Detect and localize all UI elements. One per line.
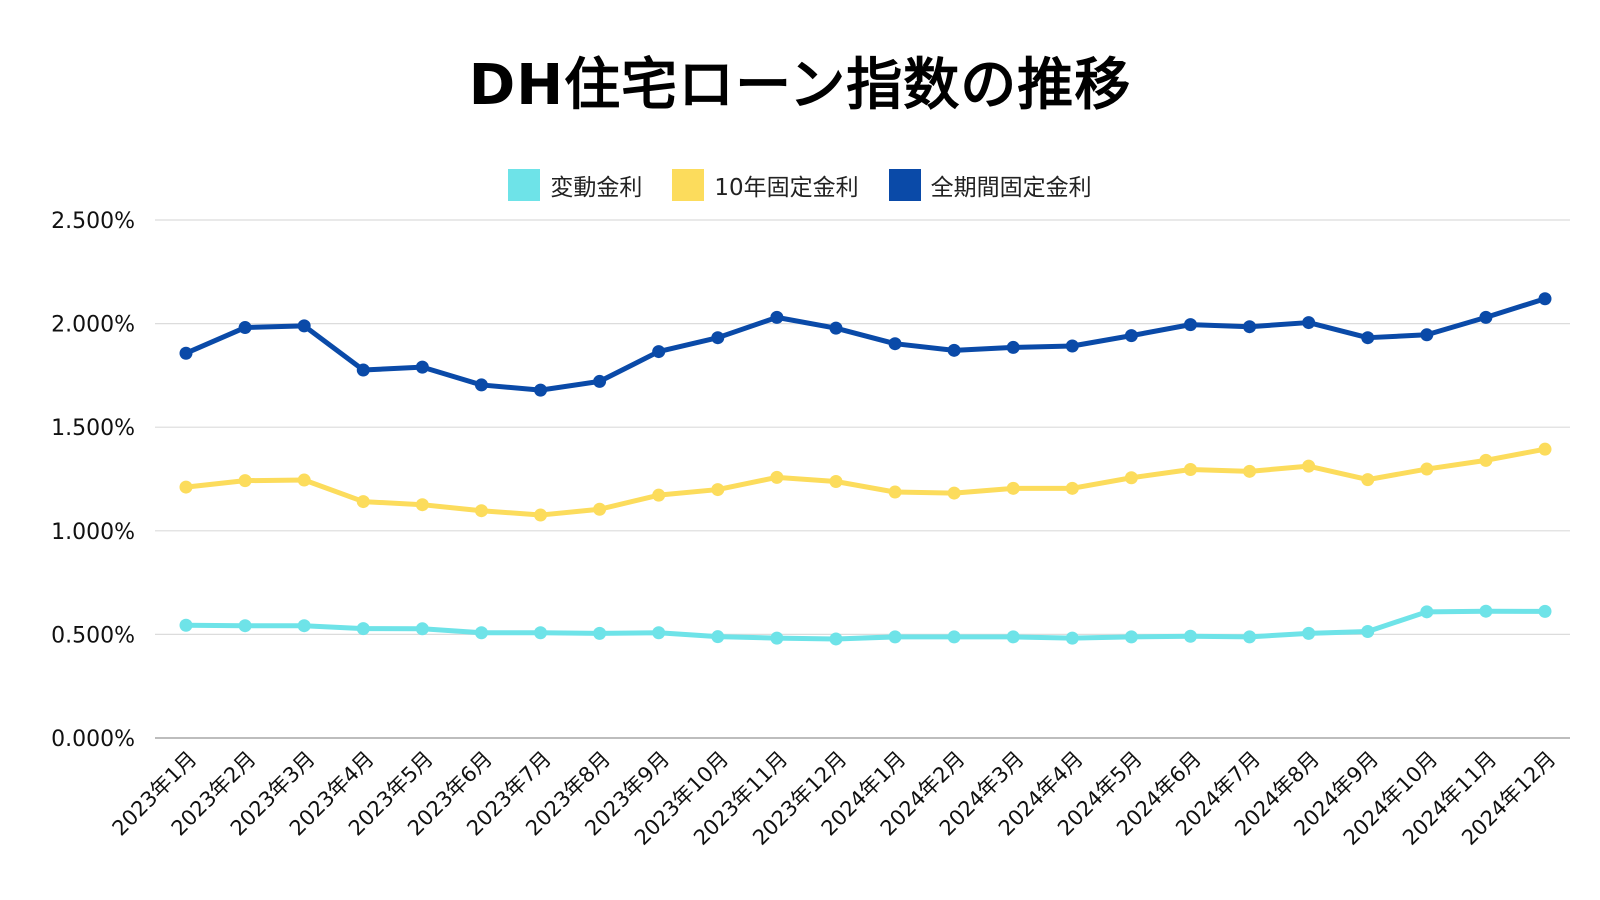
series-1-point-21[interactable] — [1420, 462, 1434, 476]
series-1-point-11[interactable] — [829, 474, 843, 488]
series-2-point-14[interactable] — [1006, 340, 1020, 354]
series-1-point-3[interactable] — [356, 495, 370, 509]
series-1-point-10[interactable] — [770, 470, 784, 484]
series-2-point-23[interactable] — [1538, 292, 1552, 306]
series-0-point-18[interactable] — [1243, 630, 1257, 644]
y-tick-label: 2.500% — [51, 209, 135, 234]
legend-swatch-fixed-full — [888, 169, 921, 201]
series-2-point-22[interactable] — [1479, 310, 1493, 324]
series-line-0 — [183, 608, 1548, 642]
series-1-point-22[interactable] — [1479, 453, 1493, 467]
series-1-point-5[interactable] — [474, 504, 488, 518]
series-1-point-13[interactable] — [947, 486, 961, 500]
series-2-point-16[interactable] — [1124, 329, 1138, 343]
legend-item-fixed-10y[interactable]: 10年固定金利 — [672, 168, 859, 202]
series-1-point-16[interactable] — [1124, 471, 1138, 485]
chart-title: DH住宅ローン指数の推移 — [468, 53, 1132, 118]
series-2-point-0[interactable] — [179, 346, 193, 360]
series-1-point-7[interactable] — [593, 502, 607, 516]
series-1-point-19[interactable] — [1302, 459, 1316, 473]
series-0-point-9[interactable] — [711, 630, 725, 644]
series-1-point-8[interactable] — [652, 488, 666, 502]
series-1-point-23[interactable] — [1538, 442, 1552, 456]
series-2-point-1[interactable] — [238, 321, 252, 335]
series-0-point-16[interactable] — [1124, 630, 1138, 644]
series-2-point-19[interactable] — [1302, 316, 1316, 330]
series-1-point-17[interactable] — [1183, 462, 1197, 476]
series-2-point-8[interactable] — [652, 345, 666, 359]
series-1-point-18[interactable] — [1243, 464, 1257, 478]
series-0-point-13[interactable] — [947, 630, 961, 644]
series-1-point-20[interactable] — [1361, 473, 1375, 487]
series-2-point-9[interactable] — [711, 331, 725, 345]
series-1-point-12[interactable] — [888, 485, 902, 499]
series-1-point-6[interactable] — [534, 508, 548, 522]
legend-swatch-variable — [508, 169, 541, 201]
legend-label-fixed-full: 全期間固定金利 — [930, 175, 1092, 201]
series-2-point-4[interactable] — [415, 360, 429, 374]
y-tick-label: 0.500% — [51, 623, 135, 648]
series-line-1 — [183, 446, 1548, 518]
legend-label-fixed-10y: 10年固定金利 — [714, 175, 859, 201]
series-2-point-21[interactable] — [1420, 328, 1434, 342]
legend-label-variable: 変動金利 — [550, 175, 643, 201]
series-2-point-3[interactable] — [356, 363, 370, 377]
series-0-point-15[interactable] — [1065, 631, 1079, 645]
series-2-point-10[interactable] — [770, 310, 784, 324]
series-0-point-21[interactable] — [1420, 605, 1434, 619]
series-1-point-15[interactable] — [1065, 481, 1079, 495]
y-tick-label: 2.000% — [51, 313, 135, 338]
series-2-point-5[interactable] — [474, 378, 488, 392]
series-0-point-12[interactable] — [888, 630, 902, 644]
series-0-point-19[interactable] — [1302, 626, 1316, 640]
series-1-point-4[interactable] — [415, 498, 429, 512]
legend: 変動金利 10年固定金利 全期間固定金利 — [0, 168, 1600, 202]
series-2-point-2[interactable] — [297, 319, 311, 333]
series-0-point-17[interactable] — [1183, 629, 1197, 643]
series-2-point-13[interactable] — [947, 343, 961, 357]
series-0-point-22[interactable] — [1479, 604, 1493, 618]
y-tick-label: 0.000% — [51, 727, 135, 752]
x-axis-ticks: 2023年1月2023年2月2023年3月2023年4月2023年5月2023年… — [108, 747, 1561, 850]
series-lines — [179, 292, 1552, 646]
series-2-point-7[interactable] — [593, 374, 607, 388]
series-0-point-5[interactable] — [474, 626, 488, 640]
series-0-point-6[interactable] — [534, 626, 548, 640]
series-1-point-9[interactable] — [711, 483, 725, 497]
series-0-point-23[interactable] — [1538, 604, 1552, 618]
series-1-point-1[interactable] — [238, 474, 252, 488]
series-0-point-0[interactable] — [179, 618, 193, 632]
series-1-point-0[interactable] — [179, 480, 193, 494]
series-2-point-6[interactable] — [534, 383, 548, 397]
series-0-point-14[interactable] — [1006, 630, 1020, 644]
series-0-point-10[interactable] — [770, 631, 784, 645]
series-0-point-11[interactable] — [829, 632, 843, 646]
series-2-point-11[interactable] — [829, 321, 843, 335]
series-2-point-17[interactable] — [1183, 318, 1197, 332]
series-1-point-2[interactable] — [297, 473, 311, 487]
series-0-point-8[interactable] — [652, 626, 666, 640]
series-line-2 — [183, 296, 1548, 393]
series-2-point-12[interactable] — [888, 337, 902, 351]
series-2-point-20[interactable] — [1361, 331, 1375, 345]
series-0-point-7[interactable] — [593, 626, 607, 640]
series-0-point-3[interactable] — [356, 622, 370, 636]
series-0-point-1[interactable] — [238, 619, 252, 633]
y-tick-label: 1.000% — [51, 520, 135, 545]
series-2-point-18[interactable] — [1243, 320, 1257, 334]
y-tick-label: 1.500% — [51, 416, 135, 441]
legend-swatch-fixed-10y — [672, 169, 705, 201]
legend-item-fixed-full[interactable]: 全期間固定金利 — [888, 168, 1092, 202]
series-1-point-14[interactable] — [1006, 481, 1020, 495]
series-2-point-15[interactable] — [1065, 339, 1079, 353]
series-0-point-4[interactable] — [415, 622, 429, 636]
legend-item-variable[interactable]: 変動金利 — [508, 168, 642, 202]
y-axis-ticks: 0.000% 0.500% 1.000% 1.500% 2.000% 2.500% — [51, 209, 135, 752]
series-0-point-20[interactable] — [1361, 624, 1375, 638]
series-0-point-2[interactable] — [297, 619, 311, 633]
